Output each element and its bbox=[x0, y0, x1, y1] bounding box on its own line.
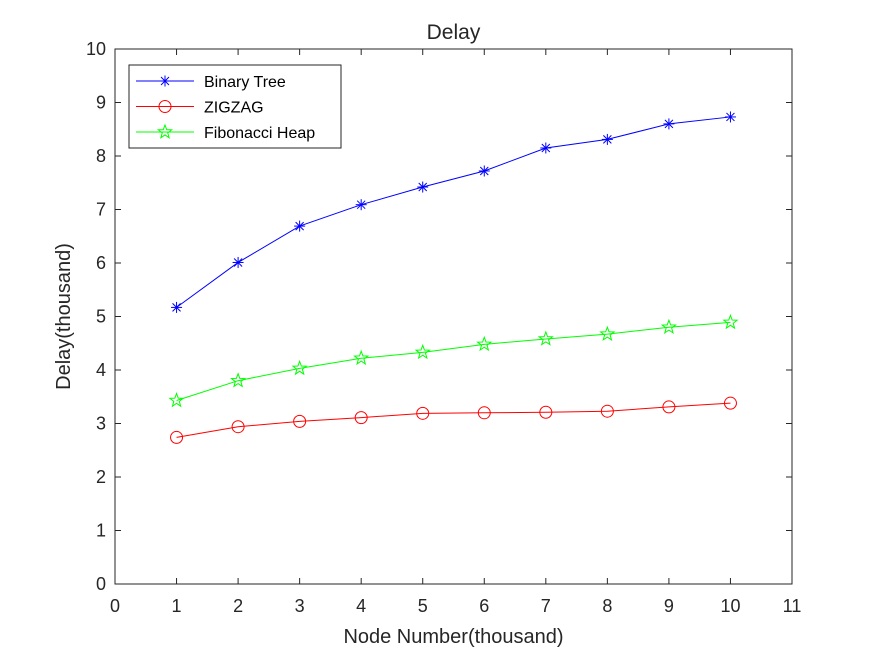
asterisk-stroke bbox=[603, 135, 612, 144]
data-point-circle bbox=[539, 405, 553, 419]
x-tick-label: 9 bbox=[664, 596, 674, 616]
x-tick-label: 7 bbox=[541, 596, 551, 616]
series-zigzag bbox=[170, 396, 737, 444]
data-point-circle bbox=[416, 406, 430, 420]
series-line bbox=[176, 321, 731, 401]
y-tick-label: 0 bbox=[96, 574, 106, 594]
data-point-pentagram bbox=[291, 359, 308, 376]
tick-labels: 0 1 2 3 4 5 6 7 8 9 10 11 0 1 2 3 4 5 6 7 8 9 10 bbox=[86, 39, 801, 616]
data-point-circle bbox=[170, 430, 184, 444]
data-point-asterisk bbox=[601, 133, 613, 145]
y-tick-label: 6 bbox=[96, 253, 106, 273]
y-tick-label: 4 bbox=[96, 360, 106, 380]
x-tick-label: 1 bbox=[172, 596, 182, 616]
data-point-circle bbox=[723, 396, 737, 410]
series-line bbox=[176, 116, 731, 308]
x-tick-label: 10 bbox=[720, 596, 740, 616]
y-axis-title: Delay(thousand) bbox=[53, 243, 75, 390]
axes bbox=[114, 48, 793, 585]
data-point-asterisk bbox=[663, 118, 675, 130]
series-line bbox=[176, 402, 731, 438]
asterisk-stroke bbox=[541, 143, 551, 153]
data-point-asterisk bbox=[478, 165, 490, 177]
y-tick-label: 7 bbox=[96, 200, 106, 220]
x-tick-label: 8 bbox=[602, 596, 612, 616]
data-point-circle bbox=[293, 414, 307, 428]
y-tick-label: 5 bbox=[96, 307, 106, 327]
data-point-pentagram bbox=[353, 349, 370, 366]
legend-item: Fibonacci Heap bbox=[136, 123, 315, 142]
x-tick-label: 5 bbox=[418, 596, 428, 616]
data-point-circle bbox=[354, 411, 368, 425]
series-binary-tree bbox=[171, 111, 736, 313]
legend-item: Binary Tree bbox=[136, 74, 286, 91]
data-point-asterisk bbox=[540, 142, 552, 154]
asterisk-stroke bbox=[356, 200, 366, 210]
data-point-circle bbox=[231, 420, 245, 434]
y-tick-label: 8 bbox=[96, 146, 106, 166]
x-tick-label: 2 bbox=[233, 596, 243, 616]
legend: Binary Tree ZIGZAG Fibonacci Heap bbox=[128, 64, 342, 149]
legend-item: ZIGZAG bbox=[136, 100, 264, 117]
data-point-asterisk bbox=[294, 220, 306, 232]
asterisk-stroke bbox=[172, 303, 181, 312]
data-point-asterisk bbox=[171, 301, 183, 313]
asterisk-stroke bbox=[479, 166, 489, 176]
data-point-pentagram bbox=[168, 392, 185, 408]
data-point-asterisk bbox=[724, 111, 736, 123]
y-tick-label: 3 bbox=[96, 414, 106, 434]
data-point-asterisk bbox=[159, 75, 171, 87]
x-tick-label: 0 bbox=[110, 596, 120, 616]
asterisk-stroke bbox=[418, 182, 428, 192]
asterisk-stroke bbox=[160, 76, 170, 86]
data-point-pentagram bbox=[660, 318, 677, 335]
data-point-circle bbox=[477, 406, 491, 420]
data-point-asterisk bbox=[417, 181, 429, 193]
chart-title: Delay bbox=[427, 21, 481, 44]
asterisk-stroke bbox=[295, 221, 304, 231]
data-point-pentagram bbox=[599, 325, 616, 341]
x-tick-label: 3 bbox=[295, 596, 305, 616]
x-axis-title: Node Number(thousand) bbox=[343, 626, 563, 648]
data-point-circle bbox=[662, 400, 676, 414]
data-point-pentagram bbox=[156, 123, 174, 139]
asterisk-stroke bbox=[726, 112, 735, 122]
data-point-circle bbox=[158, 100, 172, 113]
series-fibonacci-heap bbox=[168, 313, 739, 408]
data-point-asterisk bbox=[355, 199, 367, 211]
data-point-pentagram bbox=[230, 372, 247, 388]
x-tick-label: 6 bbox=[479, 596, 489, 616]
legend-label: Binary Tree bbox=[204, 74, 286, 91]
legend-label: ZIGZAG bbox=[204, 100, 264, 117]
data-point-pentagram bbox=[476, 335, 493, 352]
x-tick-label: 4 bbox=[356, 596, 366, 616]
legend-label: Fibonacci Heap bbox=[204, 125, 315, 142]
data-point-pentagram bbox=[722, 313, 739, 330]
y-tick-label: 2 bbox=[96, 467, 106, 487]
data-point-circle bbox=[600, 404, 614, 418]
y-tick-label: 1 bbox=[96, 521, 106, 541]
data-point-pentagram bbox=[414, 343, 431, 360]
series-layer bbox=[168, 111, 739, 444]
asterisk-stroke bbox=[233, 258, 243, 267]
y-tick-label: 9 bbox=[96, 93, 106, 113]
y-tick-label: 10 bbox=[86, 39, 106, 59]
asterisk-stroke bbox=[664, 119, 674, 129]
data-point-pentagram bbox=[537, 330, 554, 346]
data-point-asterisk bbox=[232, 256, 244, 268]
x-tick-label: 11 bbox=[783, 596, 802, 616]
